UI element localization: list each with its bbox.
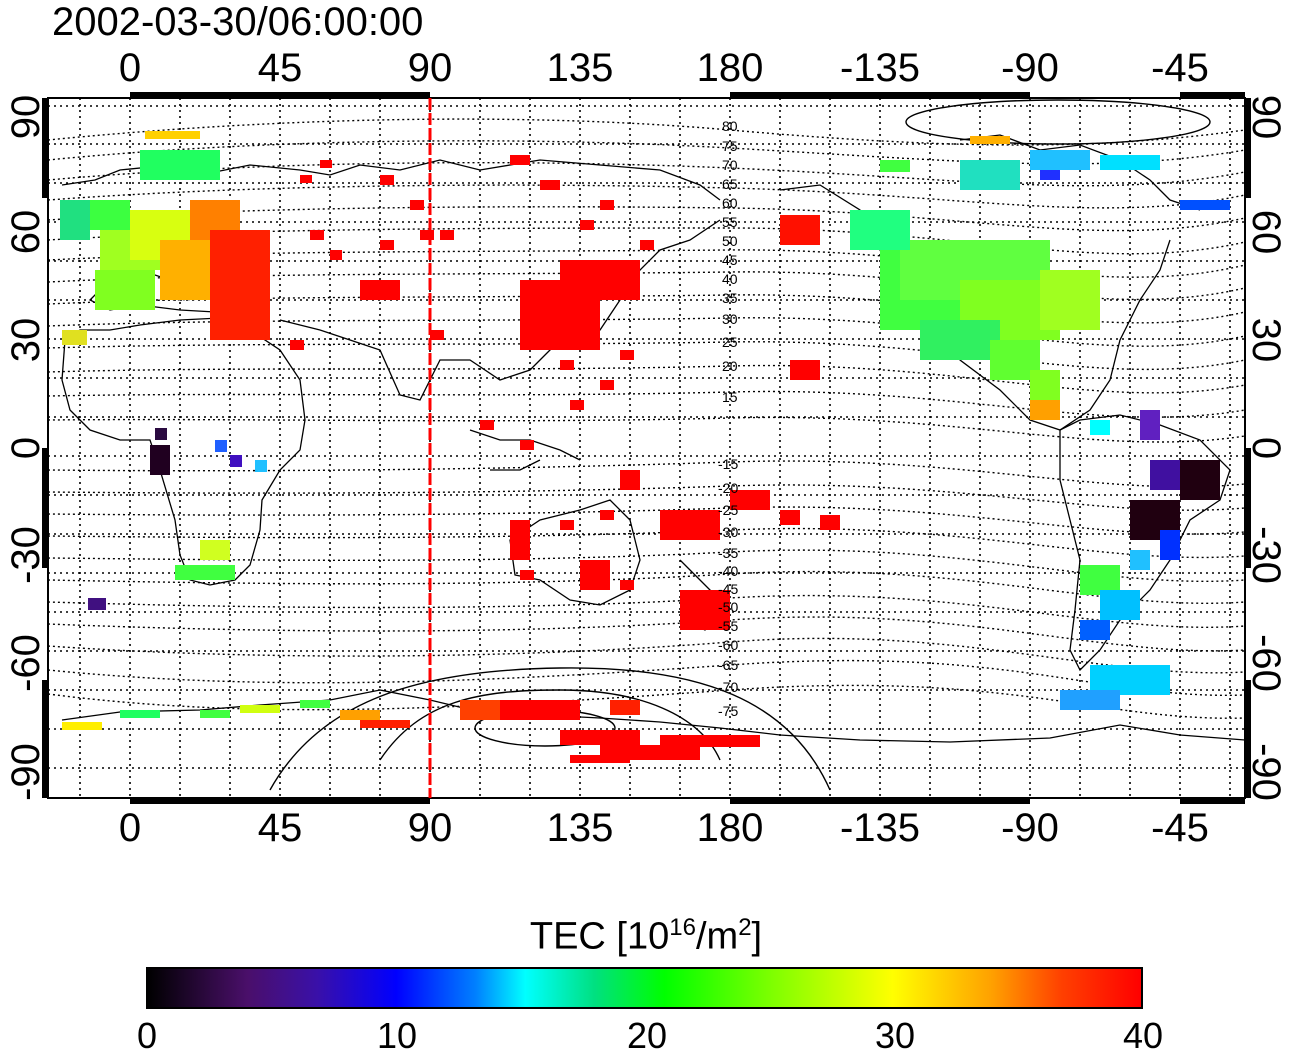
contour-label: 25 bbox=[722, 334, 738, 350]
lat-tick-right: -60 bbox=[1244, 634, 1288, 692]
lon-tick-top: 180 bbox=[696, 46, 764, 90]
lon-tick-bottom: 90 bbox=[407, 806, 453, 850]
contour-label: 80 bbox=[722, 118, 738, 134]
colorbar-title-mid: /m bbox=[695, 915, 739, 958]
contour-label: 60 bbox=[722, 195, 738, 211]
contour-label: -25 bbox=[718, 502, 738, 518]
lon-tick-top: -90 bbox=[1001, 46, 1059, 90]
lon-tick-top: 135 bbox=[546, 46, 614, 90]
contour-label: 50 bbox=[722, 233, 738, 249]
contour-label: 40 bbox=[722, 271, 738, 287]
contour-label: 45 bbox=[722, 252, 738, 268]
colorbar-tick: 10 bbox=[376, 1015, 418, 1056]
lat-tick-left: 90 bbox=[4, 94, 48, 140]
lat-tick-right: 60 bbox=[1244, 209, 1288, 255]
lat-tick-left: 60 bbox=[4, 209, 48, 255]
contour-labels: 80 75 70 65 60 55 50 45 40 35 30 25 20 1… bbox=[718, 118, 738, 719]
lat-tick-left: -30 bbox=[4, 526, 48, 584]
contour-label: -30 bbox=[718, 524, 738, 540]
lat-tick-right: 30 bbox=[1244, 317, 1288, 363]
lon-tick-bottom: -135 bbox=[839, 806, 921, 850]
colorbar-title-end: ] bbox=[751, 915, 763, 958]
tec-data-cells bbox=[60, 131, 1230, 763]
colorbar-title-exp2: 2 bbox=[738, 914, 752, 941]
contour-label: -20 bbox=[718, 480, 738, 496]
contour-label: 30 bbox=[722, 311, 738, 327]
page-title: 2002-03-30/06:00:00 bbox=[52, 0, 424, 44]
contour-label: -40 bbox=[718, 563, 738, 579]
axis-edge-bars bbox=[42, 92, 1251, 804]
contour-label: -35 bbox=[718, 545, 738, 561]
colorbar-tick: 30 bbox=[874, 1015, 916, 1056]
colorbar-tick: 40 bbox=[1122, 1015, 1164, 1056]
colorbar-tick: 0 bbox=[136, 1015, 158, 1056]
contour-label: 55 bbox=[722, 214, 738, 230]
contour-label: -75 bbox=[718, 703, 738, 719]
contour-label: -55 bbox=[718, 618, 738, 634]
lat-tick-left: -90 bbox=[4, 743, 48, 801]
lon-tick-top: 90 bbox=[407, 46, 453, 90]
lon-tick-bottom: -90 bbox=[1001, 806, 1059, 850]
lat-tick-right: -90 bbox=[1244, 743, 1288, 801]
colorbar-title: TEC [1016/m2] bbox=[0, 908, 1292, 957]
contour-label: 65 bbox=[722, 176, 738, 192]
lat-tick-left: 30 bbox=[4, 317, 48, 363]
contour-label: 15 bbox=[722, 389, 738, 405]
lon-tick-bottom: 180 bbox=[696, 806, 764, 850]
contour-label: -50 bbox=[718, 599, 738, 615]
contour-label: 75 bbox=[722, 138, 738, 154]
lon-tick-top: -135 bbox=[839, 46, 921, 90]
contour-label: -70 bbox=[718, 679, 738, 695]
lat-tick-left: -60 bbox=[4, 634, 48, 692]
lon-tick-bottom: 45 bbox=[257, 806, 303, 850]
lon-tick-top: 45 bbox=[257, 46, 303, 90]
colorbar-title-base: TEC [10 bbox=[529, 915, 670, 958]
lon-tick-bottom: 0 bbox=[118, 806, 142, 850]
lon-tick-top: -45 bbox=[1151, 46, 1209, 90]
contour-label: -15 bbox=[718, 456, 738, 472]
contour-label: -60 bbox=[718, 637, 738, 653]
lon-tick-bottom: -45 bbox=[1151, 806, 1209, 850]
lat-tick-left: 0 bbox=[4, 436, 48, 460]
contour-label: 20 bbox=[722, 358, 738, 374]
contour-label: -65 bbox=[718, 657, 738, 673]
contour-label: -45 bbox=[718, 581, 738, 597]
colorbar-title-exp1: 16 bbox=[669, 914, 696, 941]
contour-label: 70 bbox=[722, 157, 738, 173]
lon-tick-top: 0 bbox=[118, 46, 142, 90]
lat-tick-right: 90 bbox=[1244, 94, 1288, 140]
contour-label: 35 bbox=[722, 290, 738, 306]
colorbar bbox=[146, 967, 1143, 1009]
colorbar-tick: 20 bbox=[626, 1015, 668, 1056]
lat-tick-right: 0 bbox=[1244, 436, 1288, 460]
polar-contours bbox=[269, 99, 1211, 791]
lat-tick-right: -30 bbox=[1244, 526, 1288, 584]
lon-tick-bottom: 135 bbox=[546, 806, 614, 850]
